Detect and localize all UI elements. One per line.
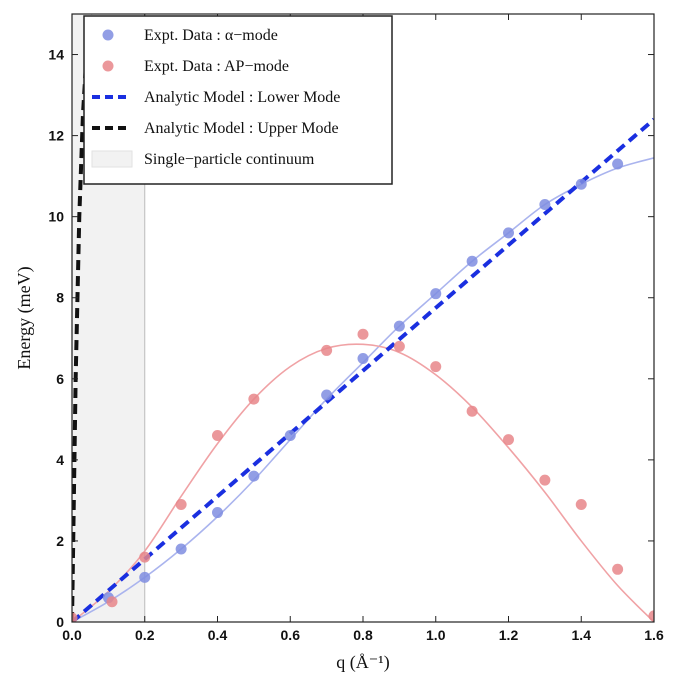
y-axis-title: Energy (meV) [14,266,35,369]
data-point-1-2 [139,551,151,563]
data-point-0-7 [357,353,369,365]
axes-layer: 0.0 0.2 0.4 0.6 0.8 1.0 1.2 1.4 1.6 0 2 4 6 8 10 12 14 q … [14,13,664,673]
y-tick-label: 6 [56,371,64,387]
x-tick-label: 0.2 [135,627,155,643]
legend-marker-box [91,150,133,168]
y-tick-label: 4 [56,452,64,468]
data-point-0-9 [430,288,442,300]
legend-layer: Expt. Data : α−mode Expt. Data : AP−mode A… [83,15,393,185]
data-point-1-13 [575,498,587,510]
data-point-1-6 [321,344,333,356]
fit-curve-3 [72,343,654,622]
data-point-0-2 [175,543,187,555]
x-tick-label: 0.4 [208,627,228,643]
x-tick-label: 1.6 [644,627,664,643]
x-tick-label: 0.8 [353,627,373,643]
data-point-1-10 [466,405,478,417]
data-point-1-5 [248,393,260,405]
data-point-0-5 [284,430,296,442]
data-point-1-11 [503,434,514,446]
model-line-4 [72,117,654,622]
y-tick-label: 8 [56,290,64,306]
x-tick-label: 1.0 [426,627,446,643]
y-tick-label: 12 [48,128,64,144]
data-point-0-11 [503,227,514,239]
data-point-0-8 [393,320,405,332]
x-tick-label: 1.2 [499,627,519,643]
data-point-0-13 [575,178,587,190]
data-point-0-1 [139,571,151,583]
data-point-1-15 [648,610,654,622]
data-point-0-4 [248,470,260,482]
x-tick-label: 0.0 [62,627,82,643]
data-point-0-10 [466,255,478,267]
data-point-1-1 [106,596,118,608]
legend-marker-dot [102,29,114,41]
data-point-1-7 [357,328,369,340]
x-tick-label: 1.4 [572,627,592,643]
data-point-1-9 [430,361,442,373]
data-point-1-4 [212,430,223,442]
legend-label: Analytic Model : Lower Mode [144,89,340,106]
x-axis-title: q (Å⁻¹) [336,652,389,673]
data-point-1-3 [175,498,187,510]
y-tick-label: 0 [56,614,64,630]
y-tick-label: 14 [48,47,64,63]
y-tick-label: 10 [48,209,64,225]
data-point-1-14 [612,563,624,575]
legend-label: Analytic Model : Upper Mode [144,120,339,137]
data-point-1-8 [393,340,405,352]
series-layer [72,14,654,622]
legend-marker-dot [102,60,114,72]
legend-box [83,15,393,185]
legend-label: Expt. Data : AP−mode [144,58,289,75]
legend-label: Expt. Data : α−mode [144,27,278,44]
y-tick-label: 2 [56,533,64,549]
fit-curve-2 [72,157,654,622]
data-point-1-12 [539,474,551,486]
x-tick-label: 0.6 [281,627,301,643]
data-point-0-6 [321,389,333,401]
data-point-0-12 [539,199,551,211]
model-line-5 [72,14,93,622]
legend-label: Single−particle continuum [144,151,315,168]
data-point-1-0 [72,612,78,622]
data-point-0-14 [612,158,624,170]
data-point-0-3 [212,507,223,519]
